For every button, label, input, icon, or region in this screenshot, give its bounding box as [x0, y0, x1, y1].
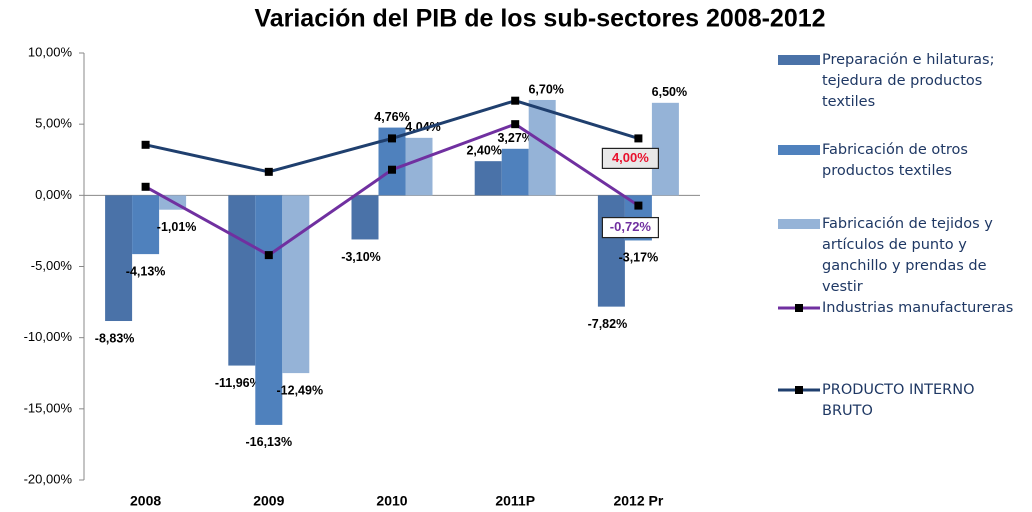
marker	[141, 140, 150, 149]
data-label: 6,50%	[652, 85, 687, 99]
x-tick-label: 2008	[130, 493, 161, 509]
bar	[405, 137, 433, 196]
y-tick-label: -10,00%	[24, 329, 73, 344]
y-tick-label: 0,00%	[35, 187, 72, 202]
data-label: 4,00%	[612, 150, 649, 165]
x-tick-label: 2011P	[495, 493, 535, 509]
legend-label: Industrias manufactureras	[822, 300, 1014, 316]
chart-title: Variación del PIB de los sub-sectores 20…	[254, 5, 825, 33]
legend-label: Fabricación de otros productos textiles	[822, 142, 968, 179]
bar	[597, 195, 625, 307]
x-tick-label: 2010	[376, 493, 407, 509]
y-tick-label: 10,00%	[28, 44, 73, 59]
y-tick-label: -15,00%	[24, 400, 73, 415]
marker	[141, 182, 150, 191]
data-label: 3,27%	[497, 131, 532, 145]
x-tick-label: 2009	[253, 493, 284, 509]
marker	[388, 165, 396, 174]
legend-label: Preparación e hilaturas; tejedura de pro…	[822, 52, 995, 110]
y-tick-label: 5,00%	[35, 116, 72, 131]
marker	[511, 96, 520, 105]
data-label: 4,76%	[374, 110, 409, 124]
bar	[501, 148, 529, 196]
data-label: -8,83%	[95, 331, 135, 345]
legend-marker	[795, 304, 803, 312]
legend-swatch	[778, 145, 820, 155]
bar	[255, 195, 283, 425]
bar	[228, 195, 256, 366]
bar	[351, 195, 379, 240]
data-label: -7,82%	[588, 317, 628, 331]
data-label: -4,13%	[126, 264, 166, 278]
data-label: -11,96%	[215, 376, 261, 390]
legend-marker	[795, 386, 803, 394]
legend-swatch	[778, 55, 820, 65]
data-label: 2,40%	[466, 143, 501, 157]
marker	[264, 167, 273, 176]
marker	[264, 251, 273, 260]
bar	[105, 195, 133, 322]
marker	[388, 134, 396, 143]
data-label: -3,17%	[619, 251, 659, 265]
data-label: 6,70%	[528, 82, 563, 96]
data-label: -16,13%	[246, 435, 293, 449]
bar	[132, 195, 160, 255]
data-label: -12,49%	[277, 383, 324, 397]
bar	[474, 161, 502, 196]
marker	[511, 120, 520, 129]
y-tick-label: -20,00%	[24, 471, 73, 486]
data-label: -3,10%	[341, 250, 381, 264]
marker	[634, 134, 643, 143]
legend-swatch	[778, 219, 820, 229]
bar	[282, 195, 310, 374]
y-tick-label: -5,00%	[31, 258, 73, 273]
data-label: -0,72%	[610, 219, 652, 234]
legend-label: PRODUCTO INTERNO BRUTO	[822, 382, 975, 419]
marker	[634, 201, 643, 210]
legend-label: Fabricación de tejidos y artículos de pu…	[822, 216, 993, 295]
data-label: -1,01%	[157, 220, 197, 234]
label-box	[601, 216, 660, 239]
label-box	[601, 147, 660, 169]
x-tick-label: 2012 Pr	[613, 493, 663, 509]
